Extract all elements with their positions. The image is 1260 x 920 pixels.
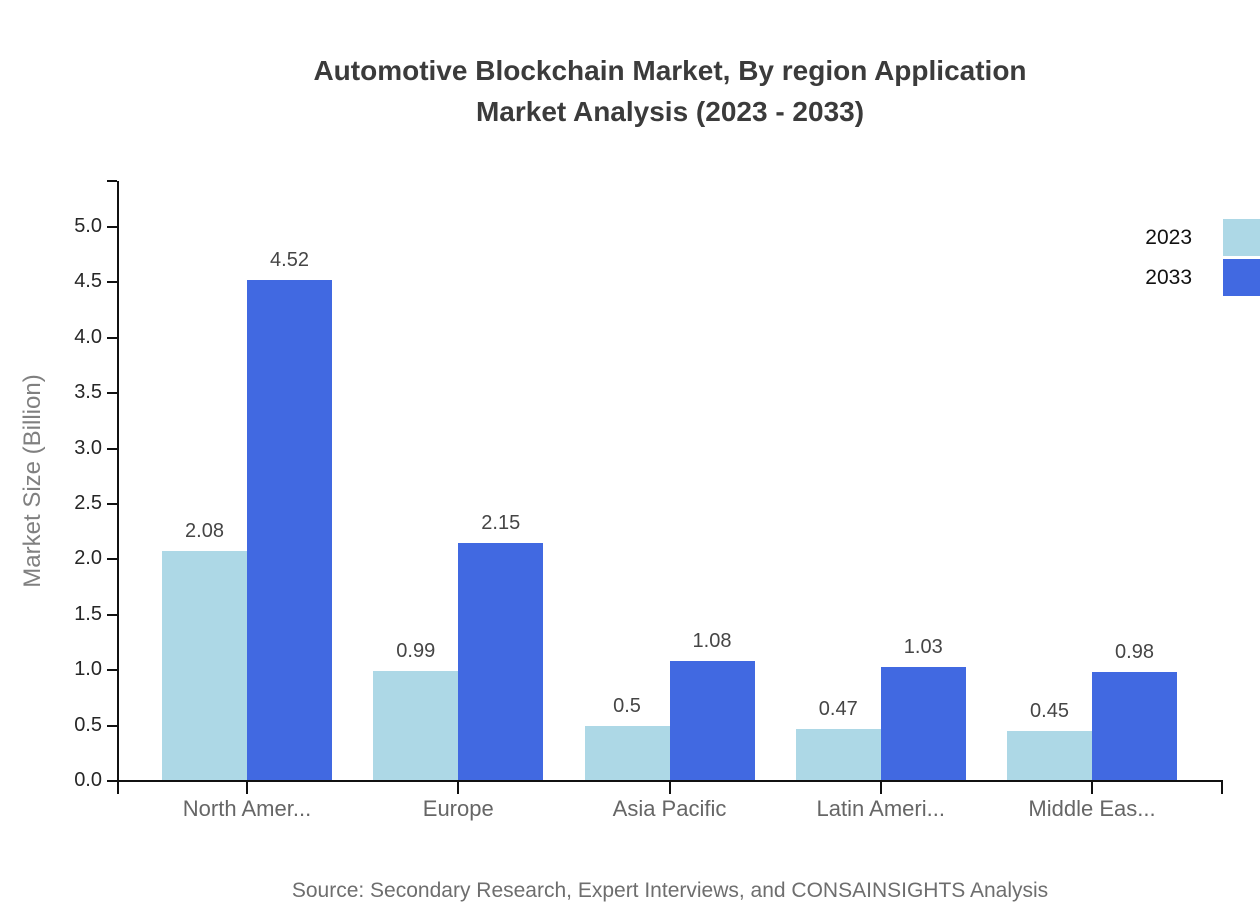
bar-2023-3 [795, 728, 881, 781]
y-tick-1.5 [107, 613, 117, 616]
x-tick-0 [117, 782, 119, 794]
y-tick-2.5 [107, 503, 117, 505]
y-tick-label-4.0: 4.0 [74, 325, 102, 348]
x-tick-1 [246, 782, 248, 794]
x-category-label-4: Middle Eas... [1028, 796, 1156, 821]
legend-item-2023[interactable]: 2023 [1145, 219, 1260, 256]
y-tick-label-4.5: 4.5 [74, 270, 102, 293]
y-tick-4.0 [107, 336, 117, 339]
x-tick-6 [1221, 782, 1223, 794]
bar-value-2033-0: 4.52 [270, 249, 309, 272]
x-category-label-1: Europe [422, 796, 494, 821]
bar-2023-1 [373, 671, 459, 781]
bar-2023-2 [584, 725, 670, 781]
y-tick-label-1.5: 1.5 [74, 602, 102, 625]
legend-swatch-2023 [1223, 219, 1260, 256]
legend-label-2033: 2033 [1145, 265, 1192, 289]
bar-2033-2 [669, 661, 755, 781]
bar-value-2023-3: 0.47 [818, 697, 858, 720]
x-tick-2 [457, 782, 460, 794]
y-tick-label-0.0: 0.0 [74, 769, 102, 791]
y-tick-5.0 [107, 226, 117, 228]
y-tick-0.5 [107, 724, 117, 727]
y-tick-label-0.5: 0.5 [74, 713, 102, 736]
x-category-label-2: Asia Pacific [612, 796, 727, 821]
y-tick-label-5.0: 5.0 [74, 215, 102, 237]
x-tick-3 [668, 782, 671, 794]
bar-2033-4 [1092, 672, 1177, 781]
chart-title-line1: Automotive Blockchain Market, By region … [313, 55, 1027, 86]
x-axis-line [117, 780, 1223, 782]
bar-value-2023-2: 0.5 [613, 694, 641, 717]
bar-2033-0 [247, 280, 332, 781]
bar-value-2033-2: 1.08 [692, 630, 732, 653]
y-tick-3.0 [107, 447, 117, 450]
bar-2023-0 [162, 550, 247, 781]
chart-title-line2: Market Analysis (2023 - 2033) [475, 96, 865, 127]
y-tick-label-2.5: 2.5 [74, 492, 102, 514]
bar-2033-3 [880, 666, 966, 781]
bar-2023-4 [1007, 731, 1092, 781]
y-tick-label-2.0: 2.0 [74, 547, 102, 570]
source-note: Source: Secondary Research, Expert Inter… [291, 879, 1049, 902]
x-tick-5 [1091, 782, 1093, 794]
legend-swatch-2033 [1223, 259, 1260, 296]
legend-label-2023: 2023 [1145, 225, 1192, 249]
y-axis-top-cap [107, 180, 117, 182]
y-tick-1.0 [107, 669, 117, 672]
bar-value-2023-0: 2.08 [185, 519, 224, 542]
chart-title: Automotive Blockchain Market, By region … [80, 50, 1260, 132]
bar-value-2023-1: 0.99 [396, 640, 436, 663]
y-tick-label-3.0: 3.0 [74, 436, 102, 459]
x-category-label-0: North Amer... [182, 796, 312, 821]
bar-value-2033-4: 0.98 [1115, 641, 1154, 664]
chart-legend: 2023 2033 [1145, 219, 1260, 296]
x-category-label-3: Latin Ameri... [816, 796, 945, 821]
y-tick-0.0 [107, 780, 117, 782]
y-tick-label-3.5: 3.5 [74, 381, 102, 404]
legend-item-2033[interactable]: 2033 [1145, 259, 1260, 296]
y-tick-3.5 [107, 392, 117, 395]
bar-value-2033-3: 1.03 [903, 635, 943, 658]
y-tick-label-1.0: 1.0 [74, 658, 102, 681]
y-axis-line [117, 181, 119, 782]
x-tick-4 [879, 782, 882, 794]
y-tick-2.0 [107, 558, 117, 561]
y-tick-4.5 [107, 281, 117, 284]
bar-value-2033-1: 2.15 [481, 511, 521, 534]
bar-value-2023-4: 0.45 [1030, 700, 1069, 723]
bar-2033-1 [458, 542, 544, 781]
